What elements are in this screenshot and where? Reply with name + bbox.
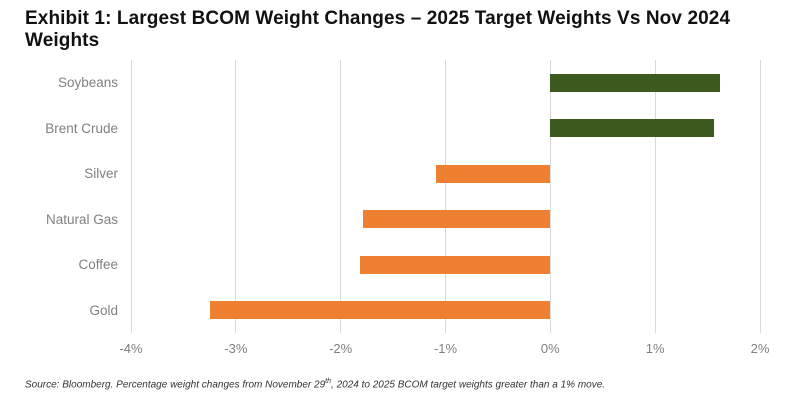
plot-area — [130, 60, 761, 334]
bar-silver — [436, 164, 551, 183]
chart-title: Exhibit 1: Largest BCOM Weight Changes –… — [25, 8, 731, 51]
bar-soybeans — [550, 73, 721, 92]
gridline — [445, 60, 446, 333]
chart-row — [131, 288, 760, 334]
bar-brent-crude — [550, 119, 714, 138]
category-label: Brent Crude — [45, 120, 118, 136]
category-label: Soybeans — [57, 75, 118, 90]
category-label: Natural Gas — [45, 211, 118, 227]
chart-row — [131, 106, 760, 152]
category-labels: Soybeans Brent Crude Silver Natural Gas Coff… — [0, 60, 118, 333]
x-tick-label: 0% — [540, 341, 560, 356]
source-text-suffix: , 2024 to 2025 BCOM target weights great… — [331, 379, 606, 391]
x-tick-label: -4% — [119, 341, 143, 356]
chart-row — [131, 197, 760, 243]
category-label: Silver — [84, 166, 118, 181]
x-tick-label: 2% — [750, 341, 770, 356]
source-text: Source: Bloomberg. Percentage weight cha… — [25, 379, 326, 391]
gridline — [759, 60, 761, 333]
x-tick-label: -2% — [329, 341, 353, 356]
gridline — [130, 60, 132, 333]
gridline — [340, 60, 342, 333]
bar-natural-gas — [362, 210, 551, 229]
gridline — [654, 60, 656, 333]
source-superscript: th — [325, 378, 332, 385]
chart-row — [131, 242, 760, 288]
bar-gold — [209, 301, 551, 320]
bar-coffee — [359, 255, 551, 274]
gridline — [235, 60, 237, 333]
x-axis: -4% -3% -2% -1% 0% 1% 2% — [119, 341, 769, 359]
chart-row — [131, 60, 760, 106]
chart-row — [131, 151, 760, 197]
category-label: Coffee — [78, 257, 118, 272]
source-note: Source: Bloomberg. Percentage weight cha… — [25, 378, 785, 390]
category-label: Gold — [89, 302, 118, 318]
x-tick-label: -3% — [224, 341, 248, 356]
x-tick-label: -1% — [433, 341, 458, 356]
gridline — [549, 60, 551, 333]
x-tick-label: 1% — [645, 341, 665, 356]
